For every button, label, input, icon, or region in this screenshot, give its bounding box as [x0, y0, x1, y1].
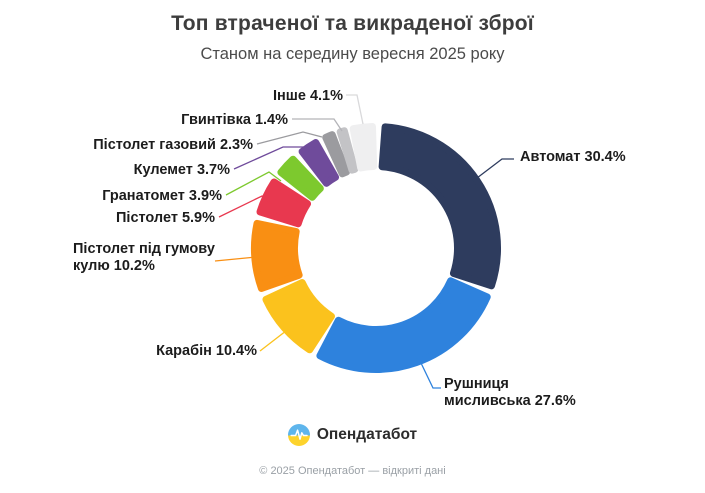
brand-footer: Опендатабот: [0, 424, 705, 446]
chart-title: Топ втраченої та викраденої зброї: [171, 12, 534, 35]
copyright-note: © 2025 Опендатабот — відкриті дані: [259, 465, 446, 477]
slice-label-pistolet: Пістолет 5.9%: [116, 210, 215, 226]
donut-slice-3: [251, 219, 303, 292]
opendatabot-logo-icon: [287, 424, 310, 446]
leader-line-7: [256, 131, 323, 145]
leader-line-3: [214, 256, 257, 262]
slice-label-karabin: Карабін 10.4%: [156, 343, 257, 359]
brand-name: Опендатабот: [316, 426, 418, 443]
donut-slice-4: [256, 178, 312, 228]
donut-slice-1: [316, 277, 491, 373]
leader-line-0: [476, 158, 514, 179]
donut-slice-8: [336, 127, 359, 174]
slice-label-pistolet-humova: Пістолет під гумову кулю 10.2%: [73, 241, 215, 274]
leader-line-8: [292, 118, 343, 132]
slice-label-pistolet-hazovyi: Пістолет газовий 2.3%: [93, 137, 253, 153]
slice-label-rushnytsia: Рушниця мисливська 27.6%: [444, 376, 576, 409]
donut-slice-6: [298, 139, 340, 187]
donut-slice-9: [349, 123, 378, 172]
slice-label-kulemet: Кулемет 3.7%: [133, 162, 230, 178]
leader-line-1: [420, 362, 441, 389]
leader-line-6: [233, 146, 305, 170]
leader-line-5: [225, 171, 282, 196]
donut-slice-7: [322, 131, 351, 178]
slice-label-avtomat: Автомат 30.4%: [520, 149, 626, 165]
leader-line-4: [218, 195, 272, 218]
slice-label-hvyntivka: Гвинтівка 1.4%: [181, 112, 288, 128]
donut-slice-0: [378, 123, 501, 290]
slice-label-hranatomet: Гранатомет 3.9%: [102, 188, 222, 204]
donut-slice-2: [262, 279, 335, 354]
leader-line-9: [346, 94, 364, 125]
chart-subtitle: Станом на середину вересня 2025 року: [200, 45, 505, 63]
slice-label-inshe: Інше 4.1%: [272, 88, 343, 104]
leader-line-2: [259, 323, 305, 352]
donut-slice-5: [277, 155, 324, 201]
